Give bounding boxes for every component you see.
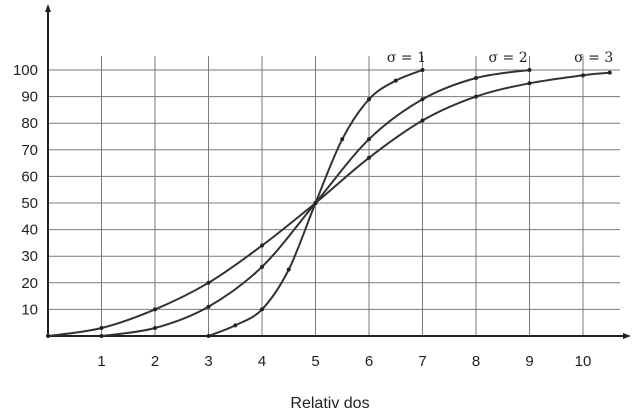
y-tick-label: 80 <box>21 115 38 132</box>
x-tick-label: 3 <box>204 353 212 370</box>
y-tick-label: 60 <box>21 168 38 185</box>
data-point <box>99 326 104 331</box>
data-point <box>367 137 371 142</box>
x-axis-title: Relativ dos <box>290 395 369 412</box>
data-point <box>286 267 291 272</box>
y-tick-label: 20 <box>21 275 38 292</box>
x-axis-arrow-icon <box>623 333 631 339</box>
x-tick-label: 5 <box>311 353 319 370</box>
series-labels-layer: σ = 1 σ = 2 σ = 3 <box>387 50 613 66</box>
y-axis-arrow-icon <box>45 4 51 12</box>
axes-layer <box>45 4 631 339</box>
x-tick-label: 2 <box>151 353 159 370</box>
ticks-layer: 10 20 30 40 50 60 70 80 90 100 1 2 3 4 5 6 7 8 9 10 <box>13 62 591 370</box>
data-point <box>153 307 157 312</box>
y-tick-label: 10 <box>21 301 38 318</box>
x-tick-label: 8 <box>472 353 480 370</box>
series-label-3: σ = 3 <box>574 50 613 66</box>
y-tick-label: 100 <box>13 62 38 79</box>
series-line-3 <box>47 71 611 337</box>
data-point <box>527 68 532 72</box>
y-tick-label: 70 <box>21 142 38 159</box>
data-point <box>420 118 425 123</box>
grid-layer <box>48 56 620 336</box>
data-point <box>474 94 478 99</box>
data-point <box>206 304 211 309</box>
data-point <box>367 155 371 160</box>
data-point <box>99 334 104 338</box>
y-tick-label: 90 <box>21 89 38 106</box>
data-point <box>260 243 264 248</box>
data-point <box>153 326 157 331</box>
data-point <box>206 280 211 285</box>
y-tick-label: 40 <box>21 222 38 239</box>
data-point <box>581 73 585 78</box>
data-point <box>260 307 264 312</box>
y-tick-label: 50 <box>21 195 38 212</box>
data-point <box>233 323 238 328</box>
data-point <box>607 70 612 75</box>
data-point <box>313 201 318 205</box>
data-point <box>367 97 371 102</box>
x-tick-label: 4 <box>258 353 266 370</box>
x-tick-label: 9 <box>525 353 533 370</box>
x-tick-label: 10 <box>575 353 592 370</box>
x-tick-label: 6 <box>365 353 373 370</box>
series-label-2: σ = 2 <box>489 50 528 66</box>
series-label-1: σ = 1 <box>387 50 426 66</box>
series-layer <box>46 68 612 338</box>
data-point <box>46 334 50 338</box>
data-point <box>206 334 211 338</box>
x-tick-label: 7 <box>418 353 426 370</box>
data-point <box>420 97 425 102</box>
y-tick-label: 30 <box>21 248 38 265</box>
data-point <box>527 81 532 86</box>
data-point <box>420 68 425 72</box>
data-point <box>260 264 264 269</box>
data-point <box>340 137 345 142</box>
data-point <box>393 78 398 83</box>
x-tick-label: 1 <box>97 353 105 370</box>
data-point <box>474 75 478 80</box>
